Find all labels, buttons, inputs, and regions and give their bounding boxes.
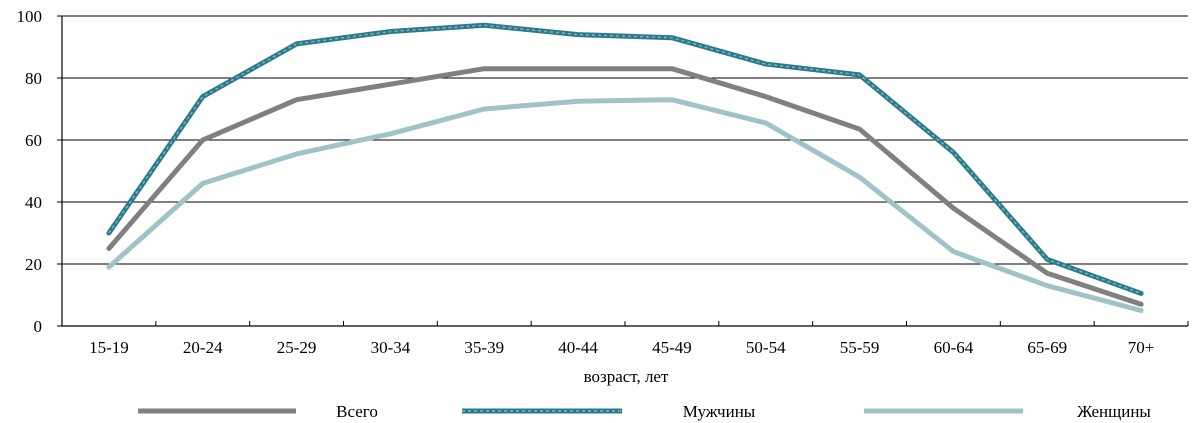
data-point (765, 63, 767, 65)
data-point (952, 207, 954, 209)
data-point (577, 34, 579, 36)
x-tick-45-49: 45-49 (652, 338, 692, 357)
y-tick-0: 0 (34, 317, 43, 336)
legend: Всего Мужчины Женщины (138, 402, 1151, 421)
data-point (483, 68, 485, 70)
x-tick-labels: 15-19 20-24 25-29 30-34 35-39 40-44 45-49 50-54… (89, 338, 1154, 357)
y-tick-40: 40 (25, 193, 42, 212)
data-point (1046, 272, 1048, 274)
x-tick-65-69: 65-69 (1027, 338, 1067, 357)
y-tick-100: 100 (17, 7, 43, 26)
data-point (483, 24, 485, 26)
x-tick-55-59: 55-59 (840, 338, 880, 357)
x-tick-35-39: 35-39 (464, 338, 504, 357)
data-point (1140, 303, 1142, 305)
data-point (202, 182, 204, 184)
x-tick-30-34: 30-34 (371, 338, 411, 357)
series-line-men (106, 22, 1144, 296)
data-point (296, 99, 298, 101)
data-point (389, 83, 391, 85)
legend-label-0: Всего (336, 402, 378, 421)
data-point (108, 232, 110, 234)
gridlines (62, 15, 1188, 265)
x-tick-60-64: 60-64 (934, 338, 974, 357)
data-point (577, 68, 579, 70)
series-lines (106, 22, 1144, 313)
data-point (202, 96, 204, 98)
data-point (859, 176, 861, 178)
data-point (1140, 310, 1142, 311)
series-line-women (106, 97, 1144, 313)
data-point (389, 31, 391, 32)
data-point (671, 68, 673, 70)
data-point (296, 153, 298, 155)
x-tick-50-54: 50-54 (746, 338, 786, 357)
data-point (859, 128, 861, 130)
data-point (108, 248, 110, 249)
x-tick-20-24: 20-24 (183, 338, 223, 357)
data-point (577, 100, 579, 102)
legend-label-1: Мужчины (683, 402, 756, 421)
data-point (108, 266, 110, 268)
series-line-total (106, 66, 1144, 307)
x-tick-15-19: 15-19 (89, 338, 129, 357)
data-point (671, 37, 673, 39)
series-line-men-dash (108, 24, 1142, 295)
data-point (389, 133, 391, 135)
data-point (952, 151, 954, 153)
y-tick-20: 20 (25, 255, 42, 274)
y-tick-80: 80 (25, 69, 42, 88)
x-tick-25-29: 25-29 (277, 338, 317, 357)
data-point (671, 99, 673, 101)
data-point (1046, 258, 1048, 260)
data-point (1140, 292, 1142, 294)
data-point (202, 139, 204, 141)
x-tick-40-44: 40-44 (558, 338, 598, 357)
y-tick-labels: 0 20 40 60 80 100 (17, 7, 43, 336)
data-point (952, 251, 954, 253)
data-point (296, 43, 298, 45)
legend-label-2: Женщины (1077, 402, 1151, 421)
data-point (1046, 285, 1048, 287)
x-tick-70+: 70+ (1128, 338, 1155, 357)
data-point (765, 96, 767, 98)
data-point (859, 74, 861, 76)
data-point (765, 122, 767, 124)
y-tick-60: 60 (25, 131, 42, 150)
axes (57, 15, 1189, 327)
data-point (483, 108, 485, 110)
x-axis-title: возраст, лет (584, 367, 669, 386)
